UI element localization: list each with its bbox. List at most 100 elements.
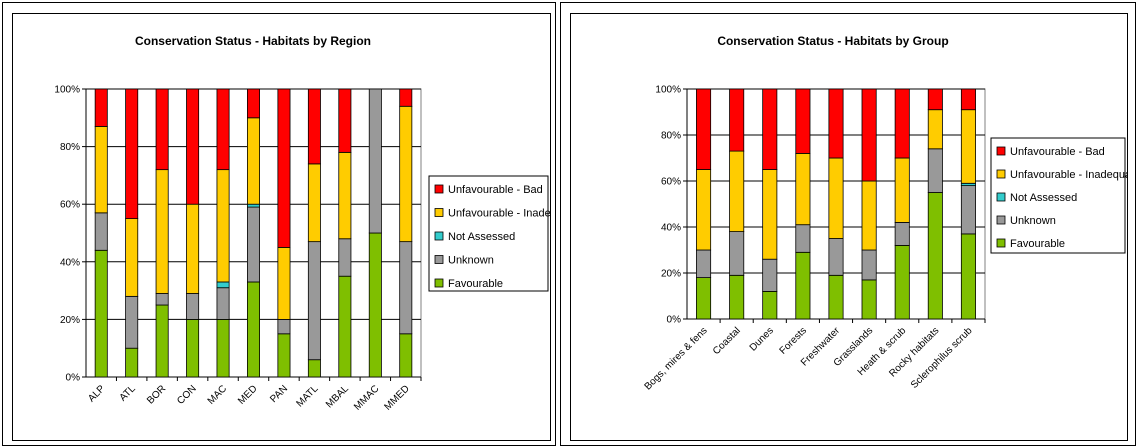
x-tick-label: ATL xyxy=(118,383,139,404)
bar-segment xyxy=(729,231,745,276)
bar-segment xyxy=(338,275,352,378)
legend-swatch xyxy=(434,231,444,241)
bar-segment xyxy=(216,287,230,320)
legend xyxy=(990,137,1126,254)
bar-segment xyxy=(155,293,169,306)
bar-segment xyxy=(338,238,352,277)
bar-segment xyxy=(960,185,976,235)
bar-segment xyxy=(960,88,976,111)
bar-segment xyxy=(861,180,877,251)
y-tick-label: 60% xyxy=(60,200,80,211)
bar-segment xyxy=(894,244,910,320)
bar-segment xyxy=(155,169,169,294)
y-tick-label: 40% xyxy=(60,257,80,268)
bar-segment xyxy=(216,169,230,283)
legend-swatch xyxy=(996,238,1006,248)
legend-label: Favourable xyxy=(448,278,503,290)
bar-segment xyxy=(696,277,712,320)
bar-segment xyxy=(960,233,976,320)
region-chart: Conservation Status - Habitats by Region… xyxy=(54,34,550,413)
chart-title: Conservation Status - Habitats by Region xyxy=(135,34,371,48)
bar-segment xyxy=(338,151,352,240)
x-tick-label: MBAL xyxy=(324,383,351,410)
legend-label: Not Assessed xyxy=(1010,192,1077,204)
x-tick-label: BOR xyxy=(145,383,168,406)
x-tick-label: MED xyxy=(236,383,260,407)
x-tick-label: Forests xyxy=(778,325,809,356)
legend-label: Unfavourable - Inadequate xyxy=(448,208,550,220)
bar-segment xyxy=(216,88,230,171)
y-tick-label: 100% xyxy=(54,85,80,96)
bar-segment xyxy=(795,251,811,320)
bar-segment xyxy=(94,212,108,251)
y-tick-label: 20% xyxy=(661,269,681,280)
bar-segment xyxy=(828,88,844,159)
bar-segment xyxy=(125,88,139,220)
y-tick-label: 80% xyxy=(60,142,80,153)
bar-segment xyxy=(125,218,139,297)
bar-segment xyxy=(762,169,778,260)
y-tick-label: 0% xyxy=(66,373,81,384)
x-tick-label: MAC xyxy=(206,383,230,407)
legend-swatch xyxy=(434,208,444,217)
bar-segment xyxy=(186,318,200,378)
bar-segment xyxy=(828,238,844,276)
legend-swatch xyxy=(434,184,444,194)
bar-segment xyxy=(94,88,108,127)
legend-label: Unfavourable - Inadequate xyxy=(1010,169,1127,181)
bar-segment xyxy=(307,359,321,378)
bar-segment xyxy=(729,88,745,152)
bar-segment xyxy=(795,88,811,154)
legend-swatch xyxy=(996,192,1006,202)
bar-segment xyxy=(927,148,943,193)
bar-segment xyxy=(216,318,230,378)
bar-segment xyxy=(729,274,745,320)
y-tick-label: 100% xyxy=(655,85,681,96)
bar-segment xyxy=(762,290,778,320)
x-tick-label: CON xyxy=(175,383,199,407)
y-tick-label: 0% xyxy=(667,315,682,326)
bar-segment xyxy=(894,157,910,223)
legend-label: Not Assessed xyxy=(448,231,515,243)
legend-swatch xyxy=(996,215,1006,225)
legend-swatch xyxy=(434,278,444,288)
bar-segment xyxy=(927,192,943,320)
bar-segment xyxy=(828,274,844,320)
legend-label: Unfavourable - Bad xyxy=(1010,146,1105,158)
bar-segment xyxy=(696,249,712,279)
bar-segment xyxy=(762,258,778,292)
bar-segment xyxy=(828,157,844,239)
right-chart-frame: Conservation Status - Habitats by Group 0… xyxy=(560,2,1136,446)
bar-segment xyxy=(795,224,811,253)
y-tick-label: 40% xyxy=(661,223,681,234)
bar-segment xyxy=(247,203,260,208)
group-chart: Conservation Status - Habitats by Group 0… xyxy=(643,34,1127,392)
x-tick-label: MATL xyxy=(294,383,320,409)
bar-segment xyxy=(861,88,877,182)
bar-segment xyxy=(247,88,260,119)
bar-segment xyxy=(277,333,291,378)
x-tick-label: Sclerophilus scrub xyxy=(909,325,975,391)
bar-segment xyxy=(277,318,291,335)
legend-swatch xyxy=(996,169,1006,179)
bar-segment xyxy=(277,246,291,320)
bar-segment xyxy=(368,88,382,234)
bar-segment xyxy=(696,169,712,251)
x-tick-label: MMAC xyxy=(352,383,381,412)
bar-segment xyxy=(696,88,712,170)
bar-segment xyxy=(927,109,943,150)
group-chart-panel: Conservation Status - Habitats by Group 0… xyxy=(570,13,1128,441)
legend-swatch xyxy=(996,146,1006,156)
bar-segment xyxy=(960,109,976,184)
legend-label: Favourable xyxy=(1010,238,1065,250)
bar-segment xyxy=(277,88,291,248)
bar-segment xyxy=(861,279,877,320)
bar-segment xyxy=(307,163,321,243)
x-tick-label: Dunes xyxy=(748,325,776,353)
bar-segment xyxy=(729,150,745,233)
bar-segment xyxy=(894,88,910,159)
region-chart-panel: Conservation Status - Habitats by Region… xyxy=(12,13,551,441)
x-tick-label: PAN xyxy=(268,383,290,405)
legend-label: Unfavourable - Bad xyxy=(448,184,543,196)
legend-label: Unknown xyxy=(448,255,494,267)
